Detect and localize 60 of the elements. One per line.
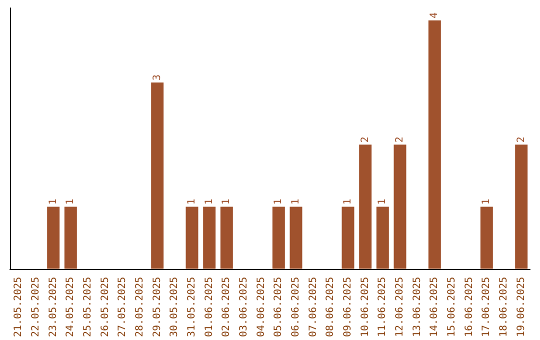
x-tick-label: 13.06.2025 bbox=[412, 276, 423, 338]
data-label: 2 bbox=[516, 136, 527, 143]
bar bbox=[151, 82, 164, 269]
x-tick-label: 21.05.2025 bbox=[13, 276, 24, 338]
x-tick-label: 27.05.2025 bbox=[117, 276, 128, 338]
x-tick-label: 31.05.2025 bbox=[186, 276, 198, 338]
data-label: 1 bbox=[48, 198, 59, 205]
data-label: 1 bbox=[481, 198, 492, 205]
x-tick-label: 29.05.2025 bbox=[152, 276, 163, 338]
x-tick-label: 30.05.2025 bbox=[169, 276, 180, 338]
x-tick-label: 07.06.2025 bbox=[308, 276, 319, 338]
x-tick-label: 06.06.2025 bbox=[290, 276, 302, 338]
x-tick-label: 08.06.2025 bbox=[325, 276, 336, 338]
data-label: 1 bbox=[186, 198, 198, 205]
x-tick-label: 05.06.2025 bbox=[273, 276, 284, 338]
x-tick-label: 22.05.2025 bbox=[30, 276, 42, 338]
x-tick-label: 11.06.2025 bbox=[377, 276, 388, 338]
bar bbox=[428, 20, 441, 269]
x-tick-label: 02.06.2025 bbox=[221, 276, 232, 338]
data-label: 1 bbox=[377, 198, 388, 205]
bar bbox=[203, 206, 216, 269]
x-tick-label: 28.05.2025 bbox=[134, 276, 146, 338]
bar bbox=[272, 206, 285, 269]
x-tick-label: 04.06.2025 bbox=[256, 276, 267, 338]
bar bbox=[480, 206, 493, 269]
bar bbox=[64, 206, 77, 269]
bar bbox=[394, 144, 406, 269]
data-label: 1 bbox=[65, 198, 76, 205]
x-tick-label: 01.06.2025 bbox=[204, 276, 215, 338]
x-tick-label: 23.05.2025 bbox=[48, 276, 59, 338]
data-label: 2 bbox=[394, 136, 406, 143]
x-tick-label: 10.06.2025 bbox=[360, 276, 371, 338]
data-label: 3 bbox=[152, 74, 163, 81]
bar bbox=[342, 206, 354, 269]
x-tick-label: 09.06.2025 bbox=[342, 276, 354, 338]
bar bbox=[290, 206, 302, 269]
bar bbox=[376, 206, 389, 269]
x-tick-label: 17.06.2025 bbox=[481, 276, 492, 338]
x-tick-label: 12.06.2025 bbox=[394, 276, 406, 338]
data-label: 1 bbox=[342, 198, 354, 205]
data-label: 2 bbox=[360, 136, 371, 143]
bar bbox=[359, 144, 372, 269]
data-label: 4 bbox=[429, 12, 440, 18]
x-tick-label: 15.06.2025 bbox=[446, 276, 458, 338]
data-label: 1 bbox=[221, 198, 232, 205]
data-label: 1 bbox=[204, 198, 215, 205]
data-label: 1 bbox=[273, 198, 284, 205]
x-tick-label: 03.06.2025 bbox=[238, 276, 250, 338]
x-tick-label: 25.05.2025 bbox=[82, 276, 94, 338]
bar bbox=[47, 206, 60, 269]
x-tick-label: 18.06.2025 bbox=[498, 276, 510, 338]
data-label: 1 bbox=[290, 198, 302, 205]
bar bbox=[515, 144, 528, 269]
bar bbox=[220, 206, 233, 269]
x-tick-label: 24.05.2025 bbox=[65, 276, 76, 338]
x-tick-label: 16.06.2025 bbox=[464, 276, 475, 338]
x-tick-label: 19.06.2025 bbox=[516, 276, 527, 338]
x-tick-label: 14.06.2025 bbox=[429, 276, 440, 338]
x-tick-label: 26.05.2025 bbox=[100, 276, 111, 338]
bar bbox=[186, 206, 198, 269]
